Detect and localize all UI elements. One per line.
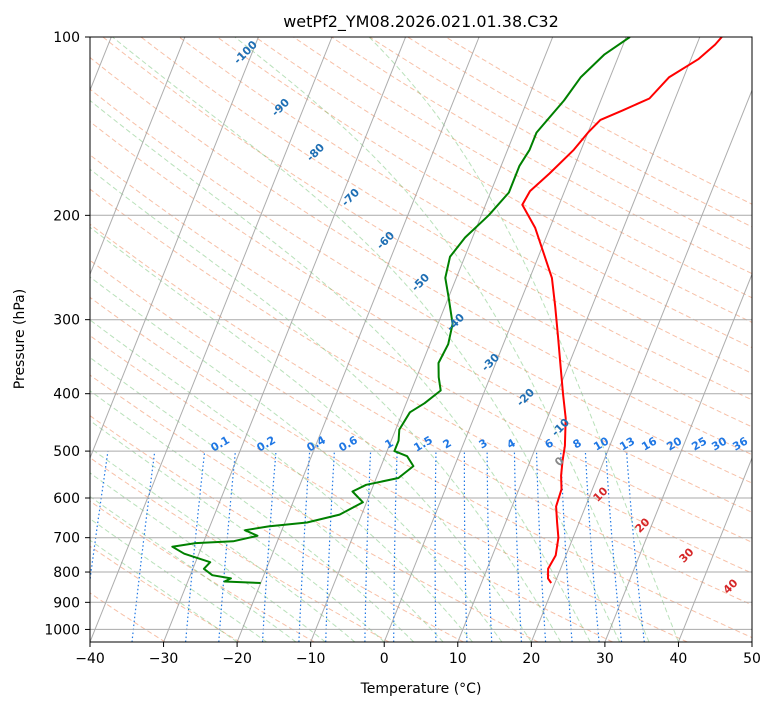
mixing-ratio-line: [131, 451, 156, 642]
y-tick-label: 800: [53, 565, 80, 581]
dry-adiabat: [90, 223, 752, 606]
mixing-ratio-line: [185, 451, 206, 642]
dry-adiabat: [90, 88, 752, 484]
isotherm-line: [163, 37, 407, 642]
isotherm-line: [90, 37, 259, 460]
x-tick-label: 0: [380, 651, 389, 667]
x-axis: −40 −30 −20 −10 0 10 20 30 40 50: [75, 642, 761, 667]
x-tick-label: 30: [596, 651, 614, 667]
moist-adiabat: [90, 226, 532, 642]
isotherm-line: [530, 88, 752, 642]
y-axis-label: Pressure (hPa): [12, 289, 28, 389]
moist-adiabat: [90, 99, 591, 642]
y-tick-label: 500: [53, 444, 80, 460]
dry-adiabat: [90, 259, 752, 639]
dry-adiabat: [255, 37, 752, 323]
dry-adiabat: [90, 335, 613, 642]
dry-adiabat: [90, 188, 752, 574]
isotherm-line: [677, 456, 752, 642]
dry-adiabat: [90, 500, 315, 642]
moist-adiabat: [90, 420, 385, 642]
mixing-ratio-line: [626, 451, 645, 642]
x-tick-label: −40: [75, 651, 105, 667]
moist-adiabat: [90, 472, 326, 642]
y-tick-label: 600: [53, 491, 80, 507]
y-tick-label: 900: [53, 595, 80, 611]
moist-adiabat: [90, 447, 356, 642]
moist-adiabat: [90, 518, 267, 642]
y-tick-label: 1000: [44, 622, 80, 638]
mixing-ratio-line: [90, 451, 109, 584]
x-tick-label: 40: [670, 651, 688, 667]
dry-adiabat: [140, 37, 752, 401]
y-axis: 100 200 300 400 500 600 700 800 900 1000: [44, 30, 90, 638]
moist-adiabat: [90, 356, 444, 642]
isotherm-line: [604, 272, 752, 642]
y-tick-label: 300: [53, 313, 80, 329]
isotherm-line: [90, 37, 333, 642]
y-tick-label: 700: [53, 531, 80, 547]
data-series: [171, 37, 723, 584]
dry-adiabat: [90, 374, 539, 642]
dry-adiabat: [90, 545, 241, 642]
mixing-ratio-line: [605, 451, 623, 642]
dry-adiabat: [90, 296, 688, 642]
isotherm-line: [236, 37, 480, 642]
dry-adiabat: [90, 457, 390, 642]
isotherm-line: [457, 37, 701, 642]
dry-adiabat: [216, 37, 752, 349]
temperature-profile-line: [521, 37, 723, 584]
x-tick-label: 50: [743, 651, 761, 667]
dewpoint-profile-line: [171, 37, 631, 584]
isotherm-line: [383, 37, 627, 642]
chart-title: wetPf2_YM08.2026.021.01.38.C32: [283, 12, 559, 32]
dry-adiabat: [178, 37, 752, 374]
x-axis-label: Temperature (°C): [360, 681, 482, 697]
x-tick-label: −20: [222, 651, 252, 667]
plot-frame: [89, 36, 753, 643]
x-tick-label: −10: [296, 651, 326, 667]
mixing-ratio-line: [584, 451, 600, 642]
y-tick-label: 100: [53, 30, 80, 46]
y-tick-label: 200: [53, 208, 80, 224]
moist-adiabat: [90, 539, 238, 642]
moist-adiabat: [234, 37, 650, 642]
y-tick-label: 400: [53, 387, 80, 403]
x-tick-label: 10: [449, 651, 467, 667]
mixing-ratio-line: [218, 451, 236, 642]
x-tick-label: −30: [149, 651, 179, 667]
x-tick-label: 20: [522, 651, 540, 667]
moist-adiabat: [90, 168, 562, 642]
dry-adiabat: [90, 121, 752, 513]
dry-adiabat: [90, 154, 752, 543]
isotherm-line: [90, 37, 186, 276]
dry-adiabat: [90, 415, 464, 642]
gridlines: [90, 37, 752, 642]
isotherm-line: [310, 37, 554, 642]
